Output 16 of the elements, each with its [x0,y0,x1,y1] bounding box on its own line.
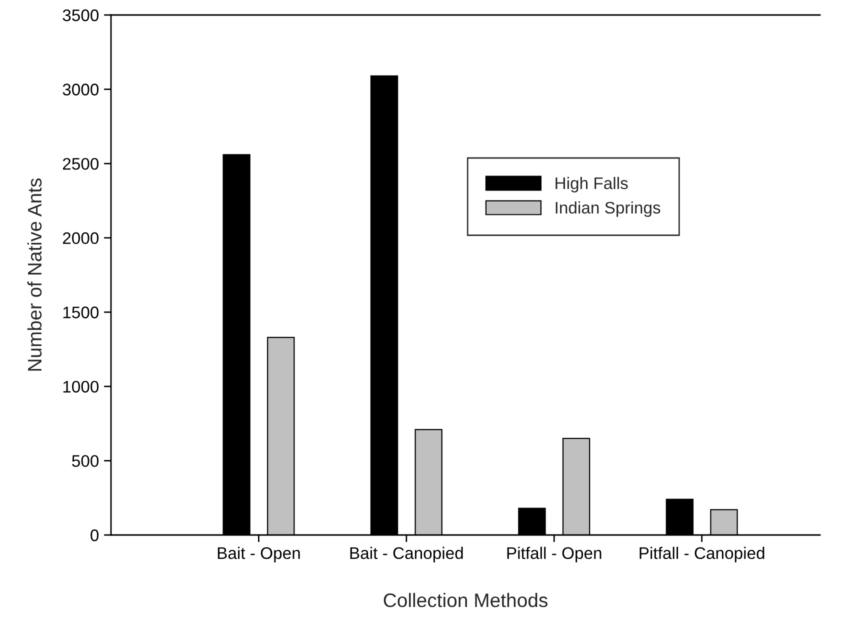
x-tick-label: Bait - Canopied [350,546,463,562]
legend-label: Indian Springs [556,201,660,217]
y-tick-label: 3000 [62,84,99,96]
x-tick-label: Pitfall - Canopied [640,546,764,562]
y-tick-label: 1500 [63,306,99,318]
y-tick-label: 500 [72,455,99,467]
x-tick-label: Pitfall - Open [507,546,602,562]
y-tick-label: 0 [90,529,99,542]
x-tick-label: Bait - Open [218,546,300,562]
y-tick-label: 2000 [62,232,99,244]
y-tick-label: 3500 [62,9,99,22]
x-axis-title: Collection Methods [384,592,548,608]
y-axis-title: Number of Native Ants [27,178,42,371]
legend-label: High Falls [556,176,628,192]
y-tick-label: 2500 [62,158,99,170]
y-tick-label: 1000 [63,380,99,393]
